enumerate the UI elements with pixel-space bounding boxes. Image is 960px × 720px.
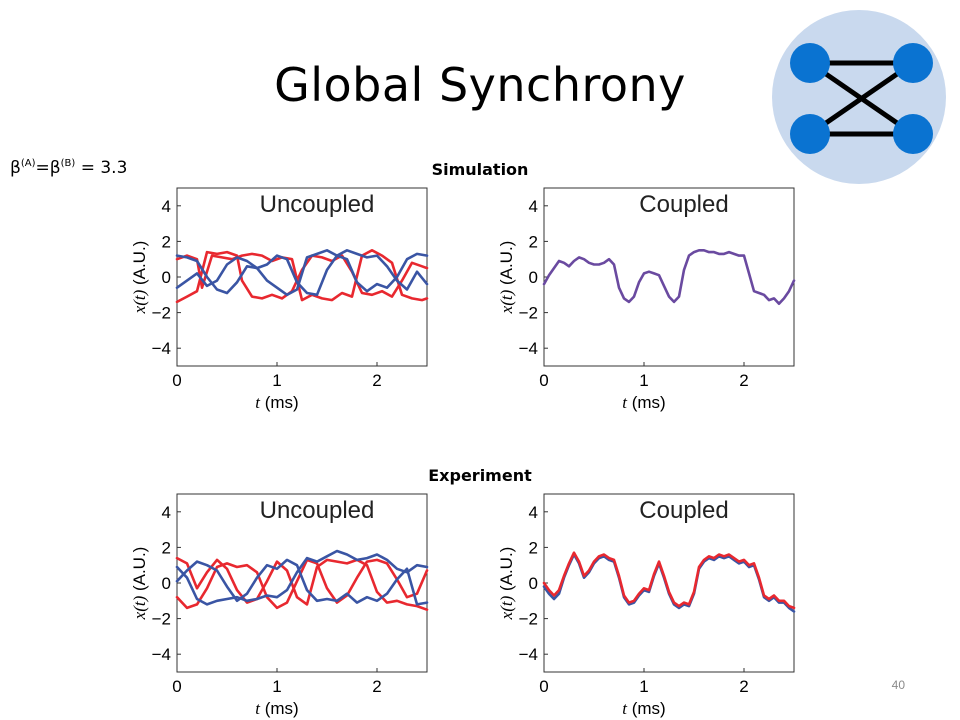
chart-0-y-tick-label: 0 — [162, 268, 171, 287]
chart-1-y-tick-label: 0 — [529, 268, 538, 287]
chart-1-y-tick-label: 4 — [529, 197, 538, 216]
chart-1-x-tick-label: 0 — [539, 371, 548, 390]
chart-2-x-tick-label: 0 — [172, 677, 181, 696]
beta-equation: β(A)=β(B) = 3.3 — [10, 158, 127, 178]
network-edge-cross-2 — [808, 60, 915, 137]
beta-superscript-b: (B) — [60, 158, 76, 169]
chart-0-series-3-line — [175, 249, 429, 297]
chart-2-x-tick-label: 2 — [372, 677, 381, 696]
chart-1-y-tick-label: −4 — [519, 339, 538, 358]
chart-0-series-2-line — [175, 249, 429, 297]
chart-3-x-axis-label: t (ms) — [622, 699, 665, 718]
chart-0-x-tick-label: 2 — [372, 371, 381, 390]
network-diagram — [772, 10, 946, 184]
simulation-uncoupled-plot: 0 1 2 4 2 0 −2 −4 Uncoupled t (ms) x(t) (A.U.) — [130, 187, 429, 412]
chart-3-y-tick-label: −2 — [519, 610, 538, 629]
beta-equals: = — [35, 158, 50, 178]
chart-3-x-tick-label: 0 — [539, 677, 548, 696]
chart-3-x-tick-label: 2 — [739, 677, 748, 696]
chart-0-series-0-line — [175, 249, 429, 302]
chart-0-panel-label: Uncoupled — [260, 191, 375, 218]
chart-2-x-tick-label: 1 — [272, 677, 281, 696]
experiment-coupled-plot: 0 1 2 4 2 0 −2 −4 Coupled t (ms) x(t) (A.U.) — [497, 493, 796, 718]
beta-symbol-b: β — [49, 158, 61, 178]
chart-0-y-tick-label: 4 — [162, 197, 171, 216]
chart-3-y-tick-label: 0 — [529, 574, 538, 593]
chart-1-series-0-line — [542, 249, 796, 305]
chart-1-y-tick-label: 2 — [529, 232, 538, 251]
chart-2-y-tick-label: −4 — [152, 645, 171, 664]
chart-2-series-1-line — [175, 558, 429, 610]
chart-2-y-tick-label: 2 — [162, 538, 171, 557]
network-node-bottom-right — [893, 114, 933, 154]
beta-superscript-a: (A) — [20, 158, 36, 169]
network-node-top-right — [893, 43, 933, 83]
chart-0-y-tick-label: −4 — [152, 339, 171, 358]
beta-value: = 3.3 — [75, 158, 128, 178]
chart-3-y-tick-label: 2 — [529, 538, 538, 557]
chart-2-series-0-line — [175, 556, 429, 611]
chart-3-y-tick-label: −4 — [519, 645, 538, 664]
chart-2-y-tick-label: 0 — [162, 574, 171, 593]
network-node-bottom-left — [790, 114, 830, 154]
experiment-label: Experiment — [428, 466, 532, 485]
chart-0-x-tick-label: 0 — [172, 371, 181, 390]
chart-3-y-axis-label: x(t) (A.U.) — [497, 547, 516, 621]
chart-1-x-axis-label: t (ms) — [622, 393, 665, 412]
chart-1-x-tick-label: 1 — [639, 371, 648, 390]
chart-1-panel-label: Coupled — [639, 191, 728, 218]
experiment-uncoupled-plot: 0 1 2 4 2 0 −2 −4 Uncoupled t (ms) x(t) (A.U.) — [130, 493, 429, 718]
chart-2-y-axis-label: x(t) (A.U.) — [130, 547, 149, 621]
chart-3-x-tick-label: 1 — [639, 677, 648, 696]
chart-3-panel-label: Coupled — [639, 497, 728, 524]
chart-1-x-tick-label: 2 — [739, 371, 748, 390]
chart-2-y-tick-label: −2 — [152, 610, 171, 629]
chart-3-series-1-line — [542, 551, 796, 610]
chart-1-plot-frame — [543, 187, 795, 367]
chart-2-plot-frame — [176, 493, 428, 673]
chart-0-y-axis-label: x(t) (A.U.) — [130, 241, 149, 315]
simulation-coupled-plot: 0 1 2 4 2 0 −2 −4 Coupled t (ms) x(t) (A.U.) — [497, 187, 796, 412]
network-node-top-left — [790, 43, 830, 83]
chart-3-y-tick-label: 4 — [529, 503, 538, 522]
beta-symbol-a: β — [10, 158, 21, 178]
chart-2-panel-label: Uncoupled — [260, 497, 375, 524]
chart-1-y-tick-label: −2 — [519, 304, 538, 323]
slide-title: Global Synchrony — [274, 58, 686, 112]
simulation-label: Simulation — [431, 160, 529, 179]
chart-2-series-3-line — [175, 558, 429, 606]
chart-2-y-tick-label: 4 — [162, 503, 171, 522]
chart-0-x-tick-label: 1 — [272, 371, 281, 390]
chart-2-series-2-line — [175, 549, 429, 606]
chart-0-y-tick-label: 2 — [162, 232, 171, 251]
chart-1-y-axis-label: x(t) (A.U.) — [497, 241, 516, 315]
chart-0-x-axis-label: t (ms) — [255, 393, 298, 412]
chart-0-y-tick-label: −2 — [152, 304, 171, 323]
page-number: 40 — [891, 678, 905, 692]
chart-3-plot-frame — [543, 493, 795, 673]
chart-2-x-axis-label: t (ms) — [255, 699, 298, 718]
